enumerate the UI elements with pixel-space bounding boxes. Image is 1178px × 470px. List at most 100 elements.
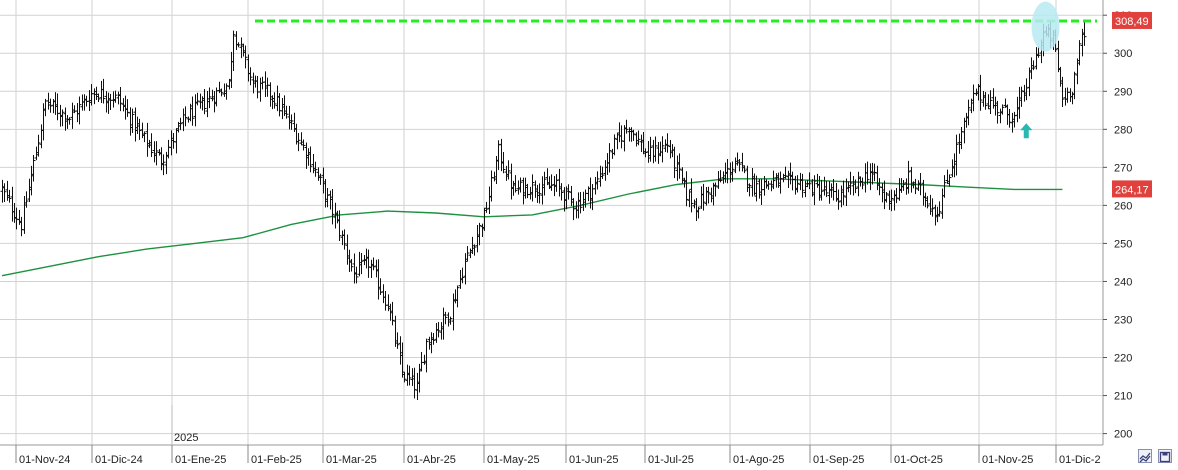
ohlc-bar (137, 118, 142, 140)
ohlc-bar (672, 146, 677, 179)
ohlc-bar (643, 148, 648, 158)
resistance-badge: 308,49 (1112, 11, 1152, 29)
value-badges: 308,49 264,17 (1112, 11, 1152, 198)
ohlc-bar (901, 180, 906, 191)
ohlc-bar (954, 134, 959, 176)
y-tick-label: 230 (1114, 314, 1132, 326)
ohlc-bar (118, 87, 123, 112)
ohlc-bar (884, 191, 889, 203)
ohlc-bar (513, 175, 518, 193)
ohlc-bar (60, 109, 65, 127)
ohlc-bar (296, 132, 301, 152)
ohlc-bar (101, 78, 106, 104)
ohlc-bar (407, 365, 412, 386)
save-chart-icon[interactable] (1158, 449, 1172, 463)
ohlc-bar (371, 257, 376, 271)
ohlc-bar (501, 151, 506, 174)
ohlc-bar (248, 67, 253, 86)
ohlc-bar (783, 166, 788, 179)
ohlc-bar (359, 252, 364, 275)
ohlc-bar (354, 266, 359, 284)
ohlc-bar (836, 189, 841, 210)
ohlc-bar (67, 117, 72, 125)
ohlc-bar (284, 105, 289, 119)
ohlc-bar (202, 89, 207, 115)
ohlc-bar (807, 172, 812, 190)
highlight-ellipse (1031, 1, 1060, 52)
ohlc-bar (684, 171, 689, 207)
ohlc-bar (1072, 71, 1077, 100)
ohlc-bar (395, 332, 400, 349)
ohlc-bar (142, 131, 147, 143)
ohlc-bar (865, 161, 870, 185)
x-tick-label: 01-Jul-25 (648, 454, 694, 466)
ohlc-bar (578, 192, 583, 214)
ohlc-bar (301, 139, 306, 151)
ohlc-bar (272, 92, 277, 109)
year-label: 2025 (174, 432, 198, 444)
up-arrow-icon (1020, 123, 1033, 139)
ohlc-bar (737, 159, 742, 172)
ohlc-bar (1036, 46, 1041, 58)
ohlc-bar (841, 180, 846, 206)
ohlc-bar (183, 106, 188, 127)
ohlc-bar (448, 316, 453, 325)
ohlc-bar (460, 267, 465, 284)
y-tick-label: 250 (1114, 238, 1132, 250)
ohlc-bar (542, 171, 547, 196)
x-tick-label: 01-Dic-24 (95, 454, 143, 466)
y-tick-label: 200 (1114, 429, 1132, 441)
ohlc-bar (612, 134, 617, 156)
ohlc-bar (178, 117, 183, 131)
ohlc-bar (207, 87, 212, 109)
ohlc-bar (812, 175, 817, 206)
ohlc-bar (754, 175, 759, 202)
ohlc-bar (436, 322, 441, 338)
ohlc-bar (566, 184, 571, 200)
ohlc-bar (190, 96, 195, 126)
ohlc-bar (149, 133, 154, 157)
ohlc-bar (995, 100, 1000, 124)
ohlc-bar (660, 136, 665, 163)
ohlc-bar (978, 74, 983, 111)
moving-average-value: 264,17 (1115, 184, 1149, 196)
ohlc-bar (477, 222, 482, 246)
ohlc-bar (484, 201, 489, 213)
ohlc-bar (36, 134, 41, 157)
x-tick-label: 01-Dic-2 (1059, 454, 1101, 466)
ohlc-bar (313, 161, 318, 177)
ohlc-bar (537, 183, 542, 204)
ohlc-bar (337, 210, 342, 241)
x-tick-label: 01-Ago-25 (733, 454, 784, 466)
ohlc-bar (7, 189, 12, 203)
ohlc-bar (595, 171, 600, 190)
ohlc-bar (730, 161, 735, 182)
ohlc-bar (942, 175, 947, 198)
ohlc-bar (677, 153, 682, 179)
ohlc-bar (224, 83, 229, 100)
ohlc-bar (424, 338, 429, 373)
ohlc-bar (330, 188, 335, 225)
ohlc-bar (636, 130, 641, 146)
ohlc-bar (243, 45, 248, 69)
ohlc-bar (77, 96, 82, 125)
ohlc-bar (402, 371, 407, 383)
ohlc-bar (795, 175, 800, 193)
ohlc-bar (1024, 78, 1029, 101)
ohlc-bar (366, 249, 371, 278)
ohlc-bar (624, 119, 629, 134)
x-tick-label: 01-May-25 (487, 454, 540, 466)
x-tick-label: 01-Sep-25 (813, 454, 864, 466)
ohlc-bar (518, 177, 523, 193)
ohlc-bar (130, 108, 135, 134)
ohlc-bar (236, 42, 241, 48)
ohlc-bar (308, 146, 313, 173)
y-tick-label: 290 (1114, 86, 1132, 98)
scale-toggle-icon[interactable] (1138, 449, 1152, 463)
ohlc-bar (800, 173, 805, 198)
y-tick-label: 260 (1114, 200, 1132, 212)
x-tick-label: 01-Oct-25 (894, 454, 943, 466)
ohlc-bar (877, 178, 882, 196)
ohlc-bar (1019, 86, 1024, 107)
